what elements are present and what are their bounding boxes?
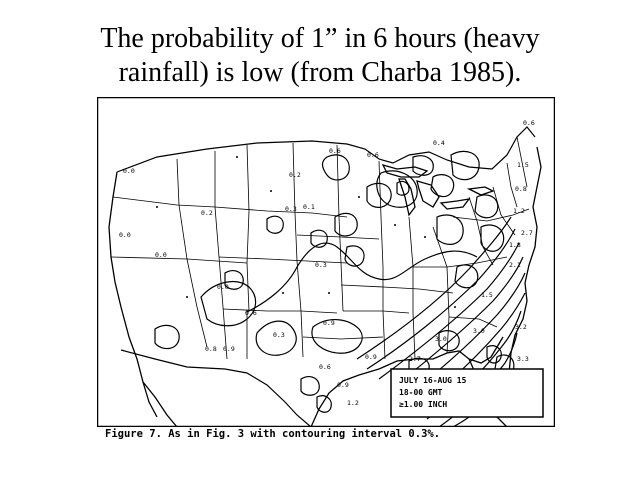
figure-caption: Figure 7. As in Fig. 3 with contouring i… — [105, 428, 441, 440]
value-label: 0.6 — [319, 363, 331, 371]
legend-line-2: 18-00 GMT — [399, 388, 443, 397]
value-label: 0.8 — [515, 185, 527, 193]
value-label: 0.8 — [205, 345, 217, 353]
value-label: 3.0 — [473, 327, 485, 335]
value-label: 0.2 — [289, 171, 301, 179]
value-label: 1.5 — [481, 291, 493, 299]
value-label: 0.6 — [523, 119, 535, 127]
legend-line-3: ≥1.00 INCH — [399, 400, 447, 409]
value-label: 0.0 — [119, 231, 131, 239]
map-legend: JULY 16-AUG 15 18-00 GMT ≥1.00 INCH — [390, 368, 544, 418]
value-label: 0.6 — [245, 309, 257, 317]
value-label: 0.9 — [223, 345, 235, 353]
value-label: 1.2 — [513, 207, 525, 215]
value-label: 0.9 — [365, 353, 377, 361]
value-label: 0.9 — [337, 381, 349, 389]
state-boundaries — [110, 136, 530, 360]
value-label: 0.3 — [285, 205, 297, 213]
value-label: 0.4 — [433, 139, 445, 147]
station-markers — [156, 156, 456, 308]
value-label: 0.6 — [367, 151, 379, 159]
legend-line-1: JULY 16-AUG 15 — [399, 376, 467, 385]
value-label: 3.2 — [515, 323, 527, 331]
value-label: 2.1 — [509, 261, 521, 269]
value-label: 2.7 — [521, 229, 533, 237]
value-labels: 0.0 0.0 0.0 0.0 0.2 0.1 0.2 0.3 0.6 0.6 … — [119, 119, 535, 407]
legend-box — [390, 368, 544, 418]
value-label: 0.2 — [201, 209, 213, 217]
slide-title-line-1: The probability of 1” in 6 hours (heavy — [100, 23, 540, 54]
map-svg: JULY 16-AUG 15 18-00 GMT ≥1.00 INCH 0.0 … — [97, 97, 555, 427]
value-label: 3.0 — [435, 335, 447, 343]
slide-title: The probability of 1” in 6 hours (heavy … — [0, 22, 640, 90]
value-label: 1.5 — [517, 161, 529, 169]
value-label: 3.3 — [517, 355, 529, 363]
value-label: 0.1 — [303, 203, 315, 211]
value-label: 0.3 — [273, 331, 285, 339]
value-label: 1.2 — [347, 399, 359, 407]
national-borders — [116, 126, 536, 427]
value-label: 0.3 — [315, 261, 327, 269]
value-label: 0.0 — [155, 251, 167, 259]
probability-contours — [154, 150, 526, 427]
value-label: 0.9 — [323, 319, 335, 327]
value-label: 1.8 — [509, 241, 521, 249]
value-label: 2.7 — [409, 355, 421, 363]
slide-title-line-2: rainfall) is low (from Charba 1985). — [118, 57, 522, 88]
value-label: 0.0 — [217, 283, 229, 291]
rainfall-probability-map: JULY 16-AUG 15 18-00 GMT ≥1.00 INCH 0.0 … — [97, 97, 555, 427]
value-label: 0.0 — [123, 167, 135, 175]
value-label: 0.6 — [329, 147, 341, 155]
